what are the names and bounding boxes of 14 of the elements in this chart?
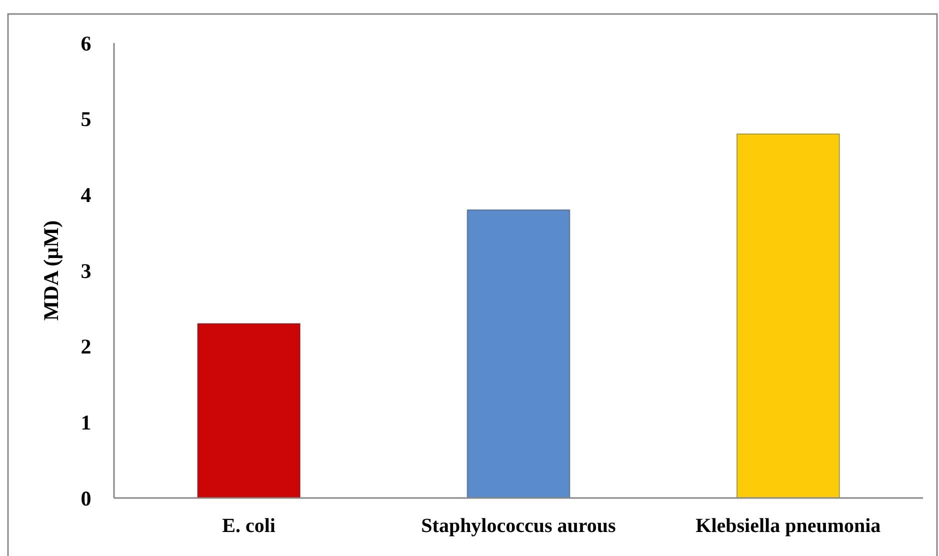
x-tick-label: Staphylococcus aurous bbox=[421, 515, 616, 537]
y-tick-label: 6 bbox=[80, 31, 92, 56]
y-tick-label: 0 bbox=[80, 486, 92, 510]
y-tick-label: 5 bbox=[80, 107, 92, 132]
bar bbox=[466, 209, 570, 498]
x-tick-label: Klebsiella pneumonia bbox=[696, 515, 881, 537]
y-tick-label: 2 bbox=[80, 334, 92, 359]
y-tick-label: 3 bbox=[80, 258, 92, 283]
y-tick-label: 1 bbox=[80, 410, 92, 435]
y-axis-title: MDA (µM) bbox=[39, 220, 63, 321]
x-tick-label: E. coli bbox=[222, 515, 276, 537]
bar bbox=[736, 134, 840, 498]
bar bbox=[197, 323, 301, 498]
y-tick-label: 4 bbox=[80, 183, 92, 208]
